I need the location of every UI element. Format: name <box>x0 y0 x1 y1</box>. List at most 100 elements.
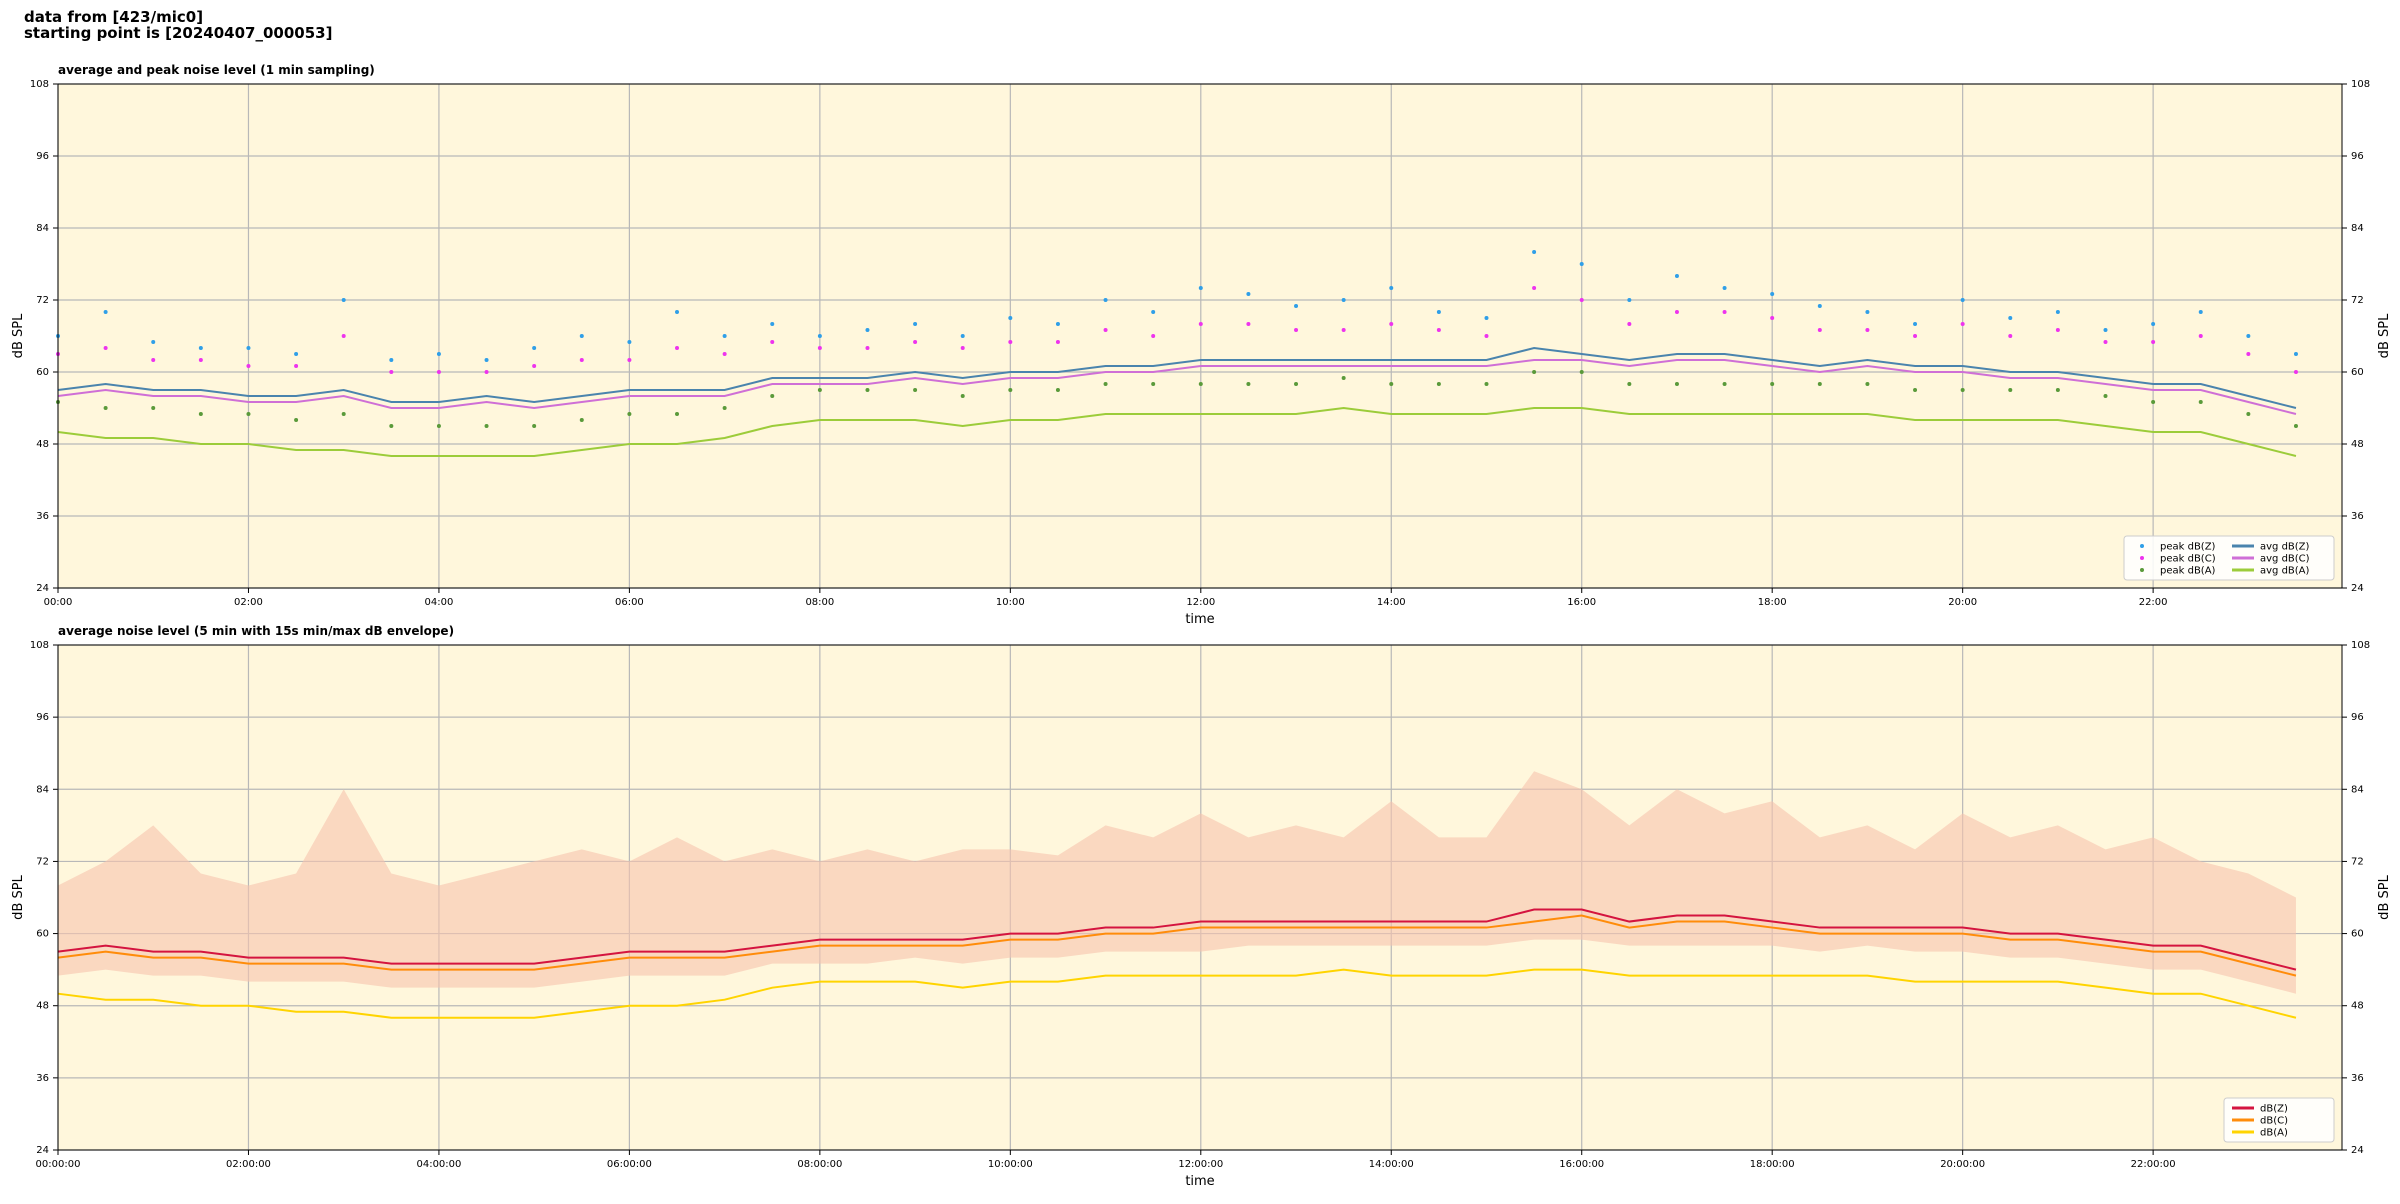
peak-point <box>627 412 632 416</box>
peak-point <box>1484 316 1489 320</box>
peak-point <box>1246 382 1251 386</box>
peak-point <box>2103 340 2108 344</box>
peak-point <box>2198 400 2203 404</box>
y-axis-label: dB SPL <box>11 313 26 358</box>
peak-point <box>722 406 727 410</box>
peak-point <box>532 424 537 428</box>
peak-point <box>1532 286 1537 290</box>
peak-point <box>1341 376 1346 380</box>
legend-label: dB(Z) <box>2260 1104 2288 1115</box>
peak-point <box>1389 322 1394 326</box>
y-tick-label: 36 <box>36 1073 49 1084</box>
series-line <box>57 346 2297 409</box>
peak-point <box>1008 316 1013 320</box>
peak-point <box>865 346 870 350</box>
peak-point <box>2198 310 2203 314</box>
legend-label: dB(A) <box>2260 1128 2288 1139</box>
y-tick-label: 24 <box>2351 583 2364 594</box>
x-tick-label: 02:00:00 <box>226 1159 271 1170</box>
y-tick-label: 36 <box>36 511 49 522</box>
peak-point <box>1008 388 1013 392</box>
series-line <box>57 359 2297 415</box>
envelope <box>58 771 2296 994</box>
peak-point <box>675 346 680 350</box>
y-tick-label: 96 <box>36 712 49 723</box>
x-tick-label: 08:00 <box>805 597 834 608</box>
legend-label: avg dB(Z) <box>2260 542 2310 553</box>
peak-point <box>246 346 251 350</box>
peak-point <box>865 388 870 392</box>
x-tick-label: 22:00 <box>2139 597 2168 608</box>
peak-point <box>198 358 203 362</box>
y-tick-label: 24 <box>36 583 49 594</box>
peak-point <box>1389 382 1394 386</box>
peak-point <box>627 358 632 362</box>
peak-point <box>1246 292 1251 296</box>
peak-point <box>294 364 299 368</box>
peak-point <box>627 340 632 344</box>
peak-point <box>1008 340 1013 344</box>
x-axis-label: time <box>1185 612 1214 627</box>
x-tick-label: 22:00:00 <box>2131 1159 2176 1170</box>
peak-point <box>1674 274 1679 278</box>
y-axis-label: dB SPL <box>2377 874 2392 919</box>
y-tick-label: 24 <box>36 1145 49 1156</box>
peak-point <box>1341 328 1346 332</box>
peak-point <box>1627 382 1632 386</box>
x-tick-label: 20:00:00 <box>1940 1159 1985 1170</box>
y-tick-label: 48 <box>2351 439 2364 450</box>
peak-point <box>1865 382 1870 386</box>
y-axis-label: dB SPL <box>2377 313 2392 358</box>
peak-point <box>1722 286 1727 290</box>
peak-point <box>817 388 822 392</box>
legend-label: dB(C) <box>2260 1116 2288 1127</box>
peak-point <box>1294 304 1299 308</box>
peak-point <box>960 346 965 350</box>
peak-point <box>2293 424 2298 428</box>
peak-point <box>1436 310 1441 314</box>
peak-point <box>2198 334 2203 338</box>
x-tick-label: 12:00:00 <box>1178 1159 1223 1170</box>
peak-point <box>1674 382 1679 386</box>
peak-point <box>1103 328 1108 332</box>
y-tick-label: 36 <box>2351 1073 2364 1084</box>
peak-point <box>341 298 346 302</box>
peak-point <box>484 370 489 374</box>
plot-frame <box>57 83 2343 589</box>
legend-marker <box>2140 544 2144 548</box>
peak-point <box>2008 388 2013 392</box>
peak-point <box>817 346 822 350</box>
peak-point <box>1198 382 1203 386</box>
peak-point <box>1770 316 1775 320</box>
peak-point <box>1865 310 1870 314</box>
peak-point <box>817 334 822 338</box>
peak-point <box>389 424 394 428</box>
peak-point <box>198 412 203 416</box>
peak-point <box>675 412 680 416</box>
peak-point <box>2151 400 2156 404</box>
y-tick-label: 60 <box>36 929 49 940</box>
x-tick-label: 16:00:00 <box>1559 1159 1604 1170</box>
legend-marker <box>2140 568 2144 572</box>
series-line <box>57 968 2297 1019</box>
y-tick-label: 84 <box>2351 223 2364 234</box>
peak-point <box>341 412 346 416</box>
peak-point <box>2246 352 2251 356</box>
x-tick-label: 16:00 <box>1567 597 1596 608</box>
peak-point <box>1722 310 1727 314</box>
y-tick-label: 60 <box>36 367 49 378</box>
peak-point <box>2103 394 2108 398</box>
y-tick-label: 24 <box>2351 1145 2364 1156</box>
peak-point <box>532 346 537 350</box>
peak-point <box>341 334 346 338</box>
x-tick-label: 14:00 <box>1377 597 1406 608</box>
peak-point <box>1389 286 1394 290</box>
series-line <box>57 908 2297 971</box>
header-line: data from [423/mic0] <box>24 8 203 26</box>
peak-point <box>1579 262 1584 266</box>
peak-point <box>151 340 156 344</box>
x-tick-label: 06:00:00 <box>607 1159 652 1170</box>
peak-point <box>389 370 394 374</box>
